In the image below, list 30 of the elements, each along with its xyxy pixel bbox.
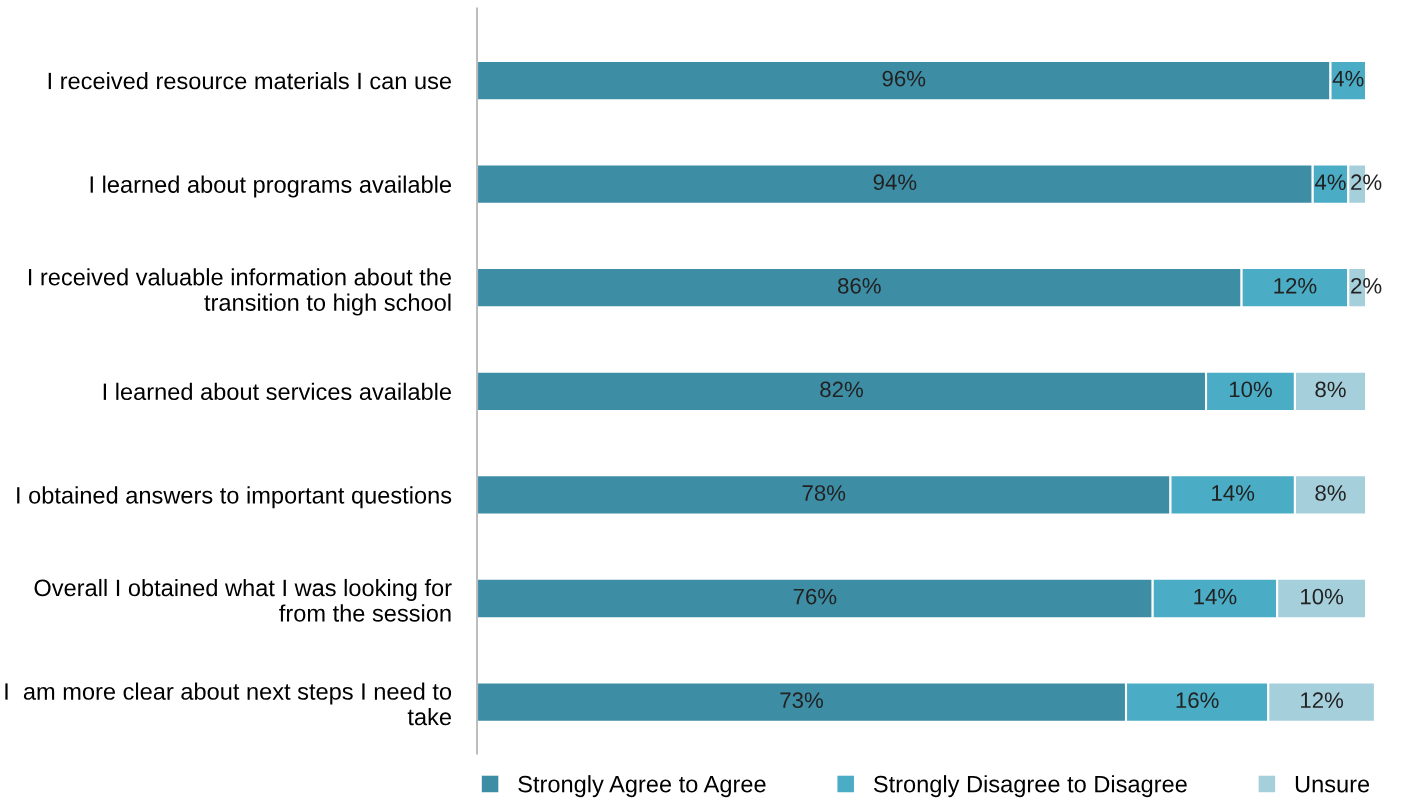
legend-label: Strongly Disagree to Disagree: [873, 775, 1187, 798]
legend-label: Unsure: [1295, 776, 1370, 793]
data-label: 12%: [1274, 277, 1317, 294]
data-label: 12%: [1301, 692, 1344, 708]
y-tick-label: Overall I obtained what I was looking for from the session: [34, 578, 452, 622]
y-tick-label: I received resource materials I can use: [48, 71, 451, 90]
data-label: 96%: [882, 70, 926, 87]
y-tick-label: I learned about services available: [103, 382, 451, 401]
data-label: 10%: [1229, 381, 1272, 398]
data-label: 82%: [820, 381, 863, 398]
data-label: 2%: [1351, 277, 1382, 294]
data-label: 14%: [1212, 485, 1255, 501]
y-tick-label: I learned about programs available: [90, 175, 451, 198]
data-label: 8%: [1315, 381, 1346, 398]
data-label: 2%: [1351, 174, 1382, 190]
legend-label: Strongly Agree to Agree: [518, 775, 766, 798]
y-tick-label: I am more clear about next steps I need to take: [5, 682, 452, 726]
y-tick-label: I obtained answers to important questions: [17, 486, 452, 509]
data-label: 86%: [838, 277, 881, 294]
data-label: 4%: [1314, 174, 1346, 190]
data-label: 16%: [1176, 692, 1219, 709]
data-label: 78%: [802, 485, 846, 501]
data-label: 94%: [873, 174, 917, 191]
data-label: 14%: [1194, 588, 1237, 605]
data-label: 10%: [1301, 588, 1344, 605]
data-label: 76%: [793, 588, 837, 605]
data-label: 4%: [1332, 70, 1364, 87]
y-tick-label: I received valuable information about the transition to high school: [28, 268, 451, 316]
data-label: 8%: [1315, 485, 1346, 501]
data-label: 73%: [780, 692, 823, 709]
